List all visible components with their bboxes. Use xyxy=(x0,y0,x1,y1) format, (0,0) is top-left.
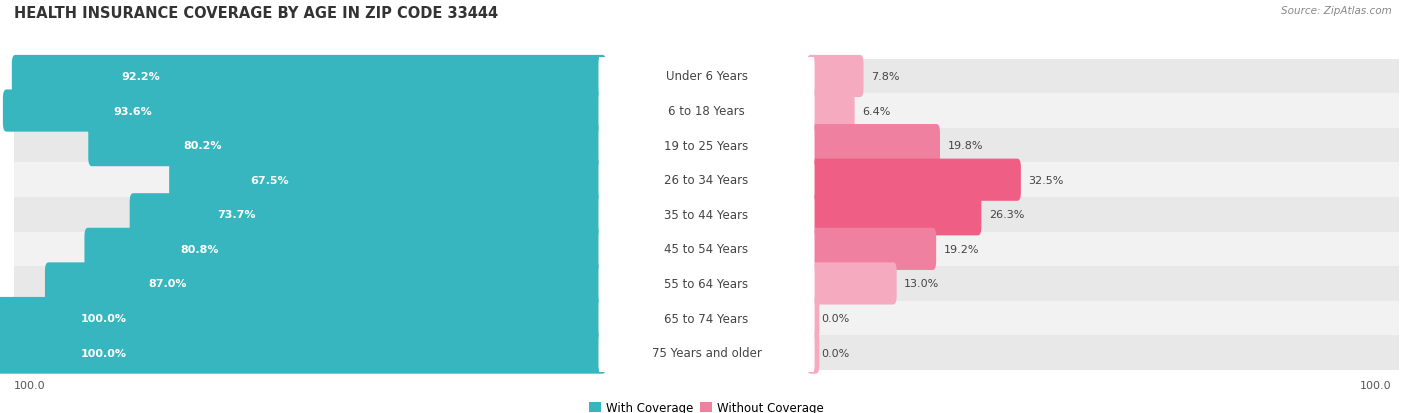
FancyBboxPatch shape xyxy=(599,295,814,341)
FancyBboxPatch shape xyxy=(14,59,1399,94)
FancyBboxPatch shape xyxy=(84,228,606,270)
Text: Under 6 Years: Under 6 Years xyxy=(665,70,748,83)
Text: 80.8%: 80.8% xyxy=(180,244,219,254)
FancyBboxPatch shape xyxy=(14,197,1399,232)
Text: 100.0%: 100.0% xyxy=(80,348,127,358)
Text: 19 to 25 Years: 19 to 25 Years xyxy=(665,139,748,152)
FancyBboxPatch shape xyxy=(14,94,1399,128)
Text: 67.5%: 67.5% xyxy=(250,175,288,185)
Text: 26.3%: 26.3% xyxy=(988,210,1025,220)
Text: 75 Years and older: 75 Years and older xyxy=(651,346,762,359)
FancyBboxPatch shape xyxy=(14,128,1399,163)
Text: 35 to 44 Years: 35 to 44 Years xyxy=(665,208,748,221)
FancyBboxPatch shape xyxy=(14,266,1399,301)
FancyBboxPatch shape xyxy=(807,228,936,270)
Text: 32.5%: 32.5% xyxy=(1029,175,1064,185)
FancyBboxPatch shape xyxy=(599,123,814,169)
FancyBboxPatch shape xyxy=(599,157,814,203)
FancyBboxPatch shape xyxy=(807,125,941,167)
FancyBboxPatch shape xyxy=(14,232,1399,266)
Text: 65 to 74 Years: 65 to 74 Years xyxy=(665,312,748,325)
Text: 73.7%: 73.7% xyxy=(218,210,256,220)
Text: 92.2%: 92.2% xyxy=(121,72,160,82)
Text: Source: ZipAtlas.com: Source: ZipAtlas.com xyxy=(1281,6,1392,16)
FancyBboxPatch shape xyxy=(599,54,814,100)
FancyBboxPatch shape xyxy=(14,301,1399,335)
Text: 19.8%: 19.8% xyxy=(948,141,983,151)
Text: 45 to 54 Years: 45 to 54 Years xyxy=(665,243,748,256)
FancyBboxPatch shape xyxy=(807,194,981,236)
FancyBboxPatch shape xyxy=(0,332,606,374)
FancyBboxPatch shape xyxy=(807,90,855,132)
FancyBboxPatch shape xyxy=(3,90,606,132)
Text: HEALTH INSURANCE COVERAGE BY AGE IN ZIP CODE 33444: HEALTH INSURANCE COVERAGE BY AGE IN ZIP … xyxy=(14,6,498,21)
FancyBboxPatch shape xyxy=(807,332,820,374)
FancyBboxPatch shape xyxy=(0,297,606,339)
FancyBboxPatch shape xyxy=(599,192,814,237)
Text: 100.0: 100.0 xyxy=(1361,380,1392,390)
Text: 26 to 34 Years: 26 to 34 Years xyxy=(665,174,748,187)
FancyBboxPatch shape xyxy=(45,263,606,305)
Text: 7.8%: 7.8% xyxy=(872,72,900,82)
Text: 87.0%: 87.0% xyxy=(148,279,187,289)
Text: 13.0%: 13.0% xyxy=(904,279,939,289)
Text: 6.4%: 6.4% xyxy=(862,106,890,116)
Text: 100.0: 100.0 xyxy=(14,380,45,390)
Legend: With Coverage, Without Coverage: With Coverage, Without Coverage xyxy=(585,397,828,413)
Text: 55 to 64 Years: 55 to 64 Years xyxy=(665,277,748,290)
Text: 93.6%: 93.6% xyxy=(114,106,152,116)
FancyBboxPatch shape xyxy=(599,88,814,134)
Text: 0.0%: 0.0% xyxy=(821,313,849,323)
FancyBboxPatch shape xyxy=(807,297,820,339)
FancyBboxPatch shape xyxy=(169,159,606,201)
FancyBboxPatch shape xyxy=(599,226,814,272)
Text: 0.0%: 0.0% xyxy=(821,348,849,358)
FancyBboxPatch shape xyxy=(89,125,606,167)
Text: 6 to 18 Years: 6 to 18 Years xyxy=(668,105,745,118)
Text: 80.2%: 80.2% xyxy=(184,141,222,151)
FancyBboxPatch shape xyxy=(14,163,1399,197)
FancyBboxPatch shape xyxy=(807,263,897,305)
FancyBboxPatch shape xyxy=(14,335,1399,370)
FancyBboxPatch shape xyxy=(599,261,814,306)
FancyBboxPatch shape xyxy=(129,194,606,236)
FancyBboxPatch shape xyxy=(11,56,606,98)
FancyBboxPatch shape xyxy=(599,330,814,375)
Text: 19.2%: 19.2% xyxy=(943,244,979,254)
FancyBboxPatch shape xyxy=(807,159,1021,201)
FancyBboxPatch shape xyxy=(807,56,863,98)
Text: 100.0%: 100.0% xyxy=(80,313,127,323)
